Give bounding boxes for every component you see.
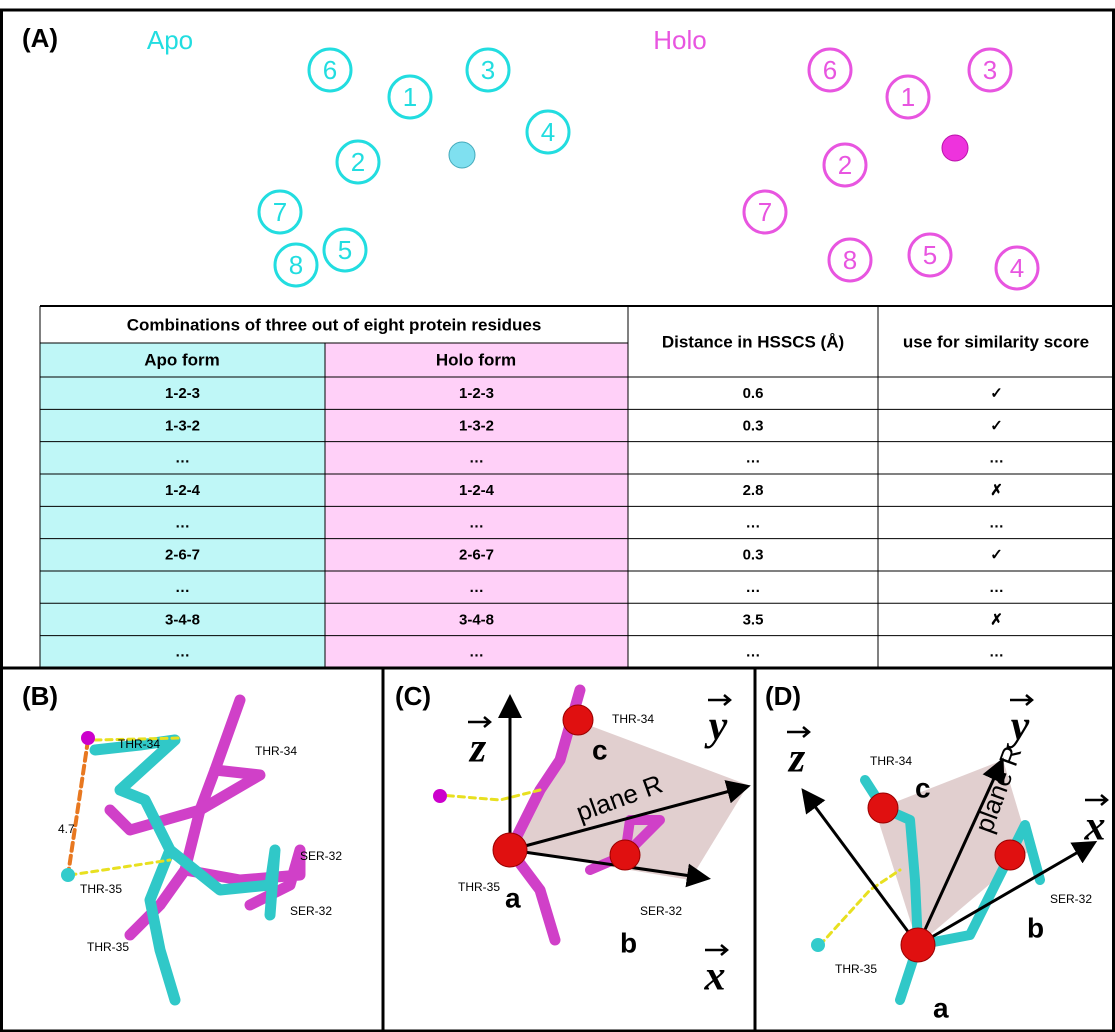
residue-label: THR-34 (870, 754, 912, 768)
residue-label: 6 (823, 55, 837, 85)
residue-label: SER-32 (1050, 892, 1092, 906)
axis-label: z (468, 726, 487, 772)
table-cell: … (175, 644, 190, 661)
panel-label: (D) (765, 681, 801, 711)
residue-label: 2 (351, 147, 365, 177)
table-cell: ✗ (990, 611, 1003, 628)
table-header: Distance in HSSCS (Å) (662, 332, 844, 351)
residue-label: 4 (541, 117, 555, 147)
table-header: Holo form (436, 350, 516, 369)
axis-label: y (704, 704, 728, 750)
residue-label: 3 (983, 55, 997, 85)
table-header: use for similarity score (903, 332, 1089, 351)
table-cell: 1-2-4 (165, 482, 201, 499)
table-cell: … (746, 644, 761, 661)
residue-label: THR-34 (255, 744, 297, 758)
point-label: b (1027, 912, 1044, 943)
residue-label: SER-32 (640, 904, 682, 918)
residue-label: 1 (901, 82, 915, 112)
table-cell: 2-6-7 (165, 547, 200, 564)
residue-label: SER-32 (300, 849, 342, 863)
table-cell: … (469, 579, 484, 596)
residue-label: THR-34 (118, 737, 160, 751)
residue-label: 2 (838, 150, 852, 180)
table-cell: … (989, 450, 1004, 467)
point-label: b (620, 927, 637, 958)
table-cell: 1-2-4 (459, 482, 495, 499)
table-header: Apo form (144, 350, 220, 369)
residue-label: 7 (273, 197, 287, 227)
table-cell: 0.6 (743, 385, 764, 402)
panel-label: (B) (22, 681, 58, 711)
table-cell: … (989, 644, 1004, 661)
residue-label: 1 (403, 82, 417, 112)
table-cell: 1-2-3 (459, 385, 494, 402)
residue-label: 4 (1010, 253, 1024, 283)
table-cell: 0.3 (743, 547, 764, 564)
residue-label: THR-35 (835, 962, 877, 976)
table-cell: 2.8 (743, 482, 764, 499)
table-cell: 1-3-2 (459, 417, 494, 434)
holo-title: Holo (653, 25, 706, 55)
point-label: c (915, 772, 931, 803)
table-cell: ✓ (990, 547, 1003, 564)
table-cell: 3-4-8 (459, 611, 494, 628)
table-cell: … (746, 579, 761, 596)
table-cell: … (469, 644, 484, 661)
table-cell: 2-6-7 (459, 547, 494, 564)
residue-label: 8 (843, 245, 857, 275)
molecule (61, 690, 1040, 1000)
residue-label: SER-32 (290, 904, 332, 918)
table-cell: 3.5 (743, 611, 764, 628)
axis-label: x (704, 954, 726, 1000)
residue-label: THR-34 (612, 712, 654, 726)
table-cell: ✗ (990, 482, 1003, 499)
residue-label: 6 (323, 55, 337, 85)
residue-label: THR-35 (80, 882, 122, 896)
table-cell: … (469, 514, 484, 531)
table-cell: … (989, 514, 1004, 531)
residue-label: THR-35 (458, 880, 500, 894)
table-cell: 1-3-2 (165, 417, 200, 434)
residue-label: 5 (338, 235, 352, 265)
point-label: c (592, 734, 608, 765)
figure: (A)ApoHolo6134275861327854Combinations o… (0, 0, 1115, 1032)
axis-label: y (1006, 704, 1030, 750)
table-cell: … (746, 514, 761, 531)
table-cell: … (746, 450, 761, 467)
point-label: a (933, 992, 949, 1023)
residue-label: THR-35 (87, 940, 129, 954)
table-cell: … (989, 579, 1004, 596)
table-cell: … (175, 514, 190, 531)
table-cell: ✓ (990, 417, 1003, 434)
residue-label: 7 (758, 197, 772, 227)
residue-label: 5 (923, 240, 937, 270)
panel-label: (C) (395, 681, 431, 711)
axis-label: z (787, 736, 806, 782)
point-label: a (505, 882, 521, 913)
ion (449, 142, 475, 168)
table-cell: 3-4-8 (165, 611, 200, 628)
table-group-header: Combinations of three out of eight prote… (127, 315, 542, 334)
apo-title: Apo (147, 25, 193, 55)
axis-label: x (1084, 804, 1106, 850)
table-cell: 0.3 (743, 417, 764, 434)
table-cell: … (175, 579, 190, 596)
table-cell: 1-2-3 (165, 385, 200, 402)
panel-label: (A) (22, 23, 58, 53)
ion (942, 135, 968, 161)
table-cell: … (175, 450, 190, 467)
residue-label: 8 (289, 250, 303, 280)
residue-label: 4.7 (58, 822, 75, 836)
residue-label: 3 (481, 55, 495, 85)
table-cell: … (469, 450, 484, 467)
table-cell: ✓ (990, 385, 1003, 402)
